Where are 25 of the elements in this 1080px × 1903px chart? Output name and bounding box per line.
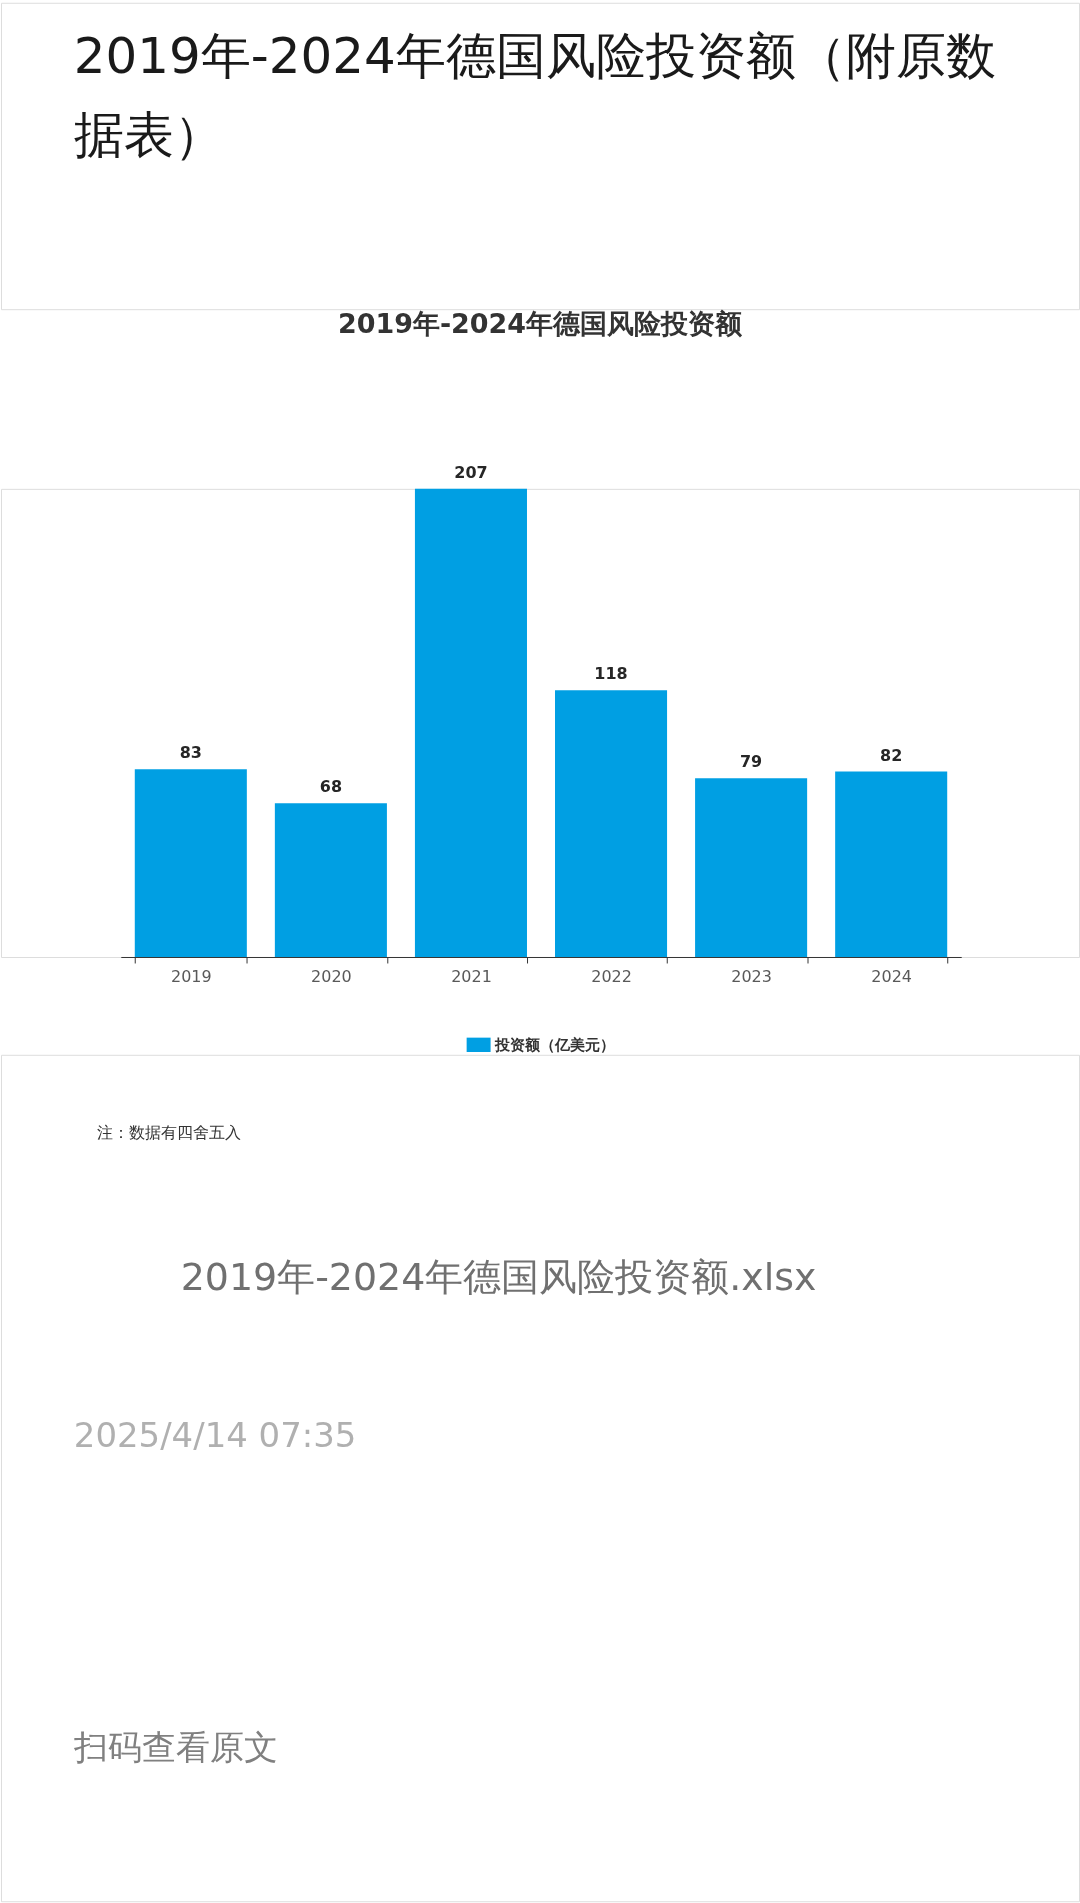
bar <box>134 769 247 957</box>
data-label: 79 <box>739 752 763 772</box>
bar <box>555 690 668 957</box>
data-label: 83 <box>179 743 202 763</box>
text: 注：数据有四舍五入 <box>96 1122 241 1142</box>
text: 2019年-2024年德国风险投资额（附原数据表） <box>73 26 996 165</box>
bar <box>274 803 387 957</box>
x-tick-label: 2024 <box>871 967 912 987</box>
x-tick-label: 2022 <box>591 967 632 987</box>
data-label: 68 <box>319 777 342 797</box>
x-tick-label: 2020 <box>311 967 352 987</box>
bar <box>695 778 808 957</box>
text: 2019年-2024年德国风险投资额.xlsx <box>180 1255 817 1300</box>
text: 扫码查看原文 <box>72 1727 278 1767</box>
data-label: 207 <box>454 462 488 482</box>
data-label: 82 <box>880 745 903 765</box>
text: 2025/4/14 07:35 <box>73 1416 357 1456</box>
data-label: 118 <box>594 664 628 684</box>
x-tick-label: 2021 <box>451 967 492 987</box>
chart-title: 2019年-2024年德国风险投资额 <box>337 308 744 340</box>
legend-label: 投资额（亿美元） <box>493 1035 615 1054</box>
bar <box>414 488 527 957</box>
x-tick-label: 2019 <box>170 967 212 987</box>
bar <box>835 771 948 957</box>
x-tick-label: 2023 <box>731 967 772 987</box>
